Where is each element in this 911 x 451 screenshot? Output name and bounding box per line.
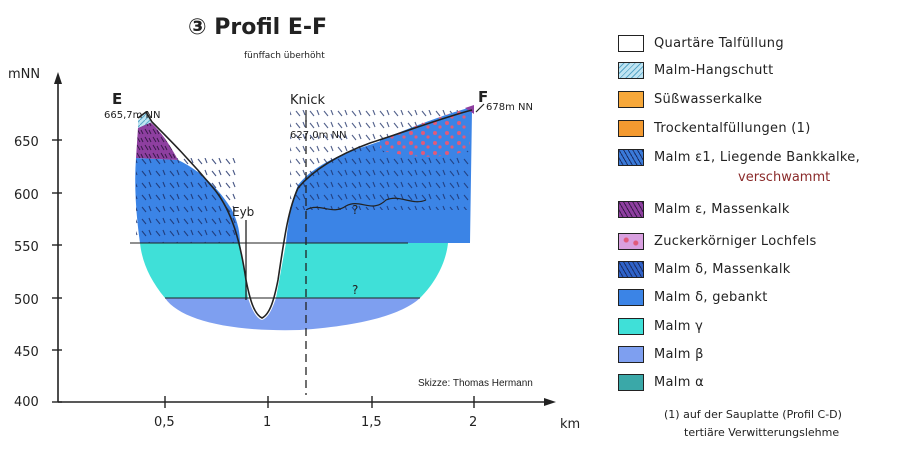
terrain-outline xyxy=(137,109,473,319)
label-elev-knick: 627,0m NN xyxy=(290,130,347,141)
label-question-lower: ? xyxy=(352,283,358,297)
y-axis-unit: mNN xyxy=(8,67,40,82)
y-axis-ticks xyxy=(52,139,62,403)
layer-malm-beta xyxy=(165,298,420,331)
legend-row: Malm γ xyxy=(618,315,703,337)
y-tick-550: 550 xyxy=(14,240,39,255)
legend-row: Quartäre Talfüllung xyxy=(618,32,784,54)
legend-row: Trockentalfüllungen (1) xyxy=(618,117,811,139)
x-axis-arrow xyxy=(544,398,556,406)
legend-sub-verschwammt: verschwammt xyxy=(738,170,831,185)
legend-label: Malm-Hangschutt xyxy=(654,62,774,78)
legend-swatch xyxy=(618,345,644,363)
x-axis-unit: km xyxy=(560,417,580,432)
x-axis-ticks xyxy=(164,396,475,408)
y-tick-450: 450 xyxy=(14,345,39,360)
legend-swatch xyxy=(618,232,644,250)
boundary-squiggle xyxy=(305,197,427,211)
footnote-line1: (1) auf der Sauplatte (Profil C-D) xyxy=(664,408,842,421)
label-credit: Skizze: Thomas Hermann xyxy=(418,378,533,389)
layer-hangschutt xyxy=(138,112,152,128)
layer-malm-gamma xyxy=(140,243,248,298)
legend-label: Trockentalfüllungen (1) xyxy=(654,120,811,136)
layer-f-top xyxy=(465,105,474,114)
legend-label: Quartäre Talfüllung xyxy=(654,35,784,51)
legend-row: Malm α xyxy=(618,371,704,393)
legend-row: Zuckerkörniger Lochfels xyxy=(618,230,817,252)
legend-swatch xyxy=(618,34,644,52)
legend-row: Malm δ, Massenkalk xyxy=(618,258,791,280)
legend-swatch xyxy=(618,90,644,108)
layer-malm-delta-left-dash xyxy=(136,158,236,243)
legend-label: Malm δ, Massenkalk xyxy=(654,261,791,277)
label-question-upper: ? xyxy=(352,203,358,217)
y-tick-500: 500 xyxy=(14,293,39,308)
legend-swatch xyxy=(618,61,644,79)
legend-row: Malm β xyxy=(618,343,704,365)
label-knick: Knick xyxy=(290,93,326,108)
y-tick-400: 400 xyxy=(14,395,39,410)
label-elev-f: 678m NN xyxy=(486,102,533,113)
footnote-line2: tertiäre Verwitterungslehme xyxy=(684,426,840,439)
x-tick-1: 1 xyxy=(263,415,271,430)
legend-label: Malm δ, gebankt xyxy=(654,289,768,305)
legend-row: Malm-Hangschutt xyxy=(618,59,773,81)
label-point-e: E xyxy=(112,90,122,108)
legend-row: Süßwasserkalke xyxy=(618,88,762,110)
layer-malm-gamma-right xyxy=(276,243,448,298)
legend: Quartäre Talfüllung Malm-Hangschutt Süßw… xyxy=(618,30,908,450)
legend-label: Malm α xyxy=(654,374,704,390)
legend-label: Malm ε, Massenkalk xyxy=(654,201,790,217)
label-elev-e: 665,7m NN xyxy=(104,110,161,121)
legend-swatch xyxy=(618,317,644,335)
legend-swatch xyxy=(618,288,644,306)
label-eyb: Eyb xyxy=(232,205,254,219)
x-tick-1-5: 1,5 xyxy=(361,415,382,430)
legend-label: Süßwasserkalke xyxy=(654,91,763,107)
diagram-subtitle: fünffach überhöht xyxy=(244,51,325,61)
legend-swatch xyxy=(618,260,644,278)
y-axis-arrow xyxy=(54,72,62,84)
legend-swatch xyxy=(618,200,644,218)
label-point-f: F xyxy=(478,88,488,106)
legend-label: Malm γ xyxy=(654,318,704,334)
legend-label: Malm β xyxy=(654,346,704,362)
legend-swatch xyxy=(618,373,644,391)
legend-swatch xyxy=(618,148,644,166)
y-tick-650: 650 xyxy=(14,135,39,150)
legend-row: Malm ε, Massenkalk xyxy=(618,198,790,220)
legend-label: Zuckerkörniger Lochfels xyxy=(654,233,817,249)
x-tick-2: 2 xyxy=(469,415,477,430)
f-pointer xyxy=(475,103,485,113)
legend-row: Malm ε1, Liegende Bankkalke, xyxy=(618,146,860,168)
layer-lochfels xyxy=(380,108,470,157)
legend-label: Malm ε1, Liegende Bankkalke, xyxy=(654,149,861,165)
x-tick-0-5: 0,5 xyxy=(154,415,175,430)
legend-row: Malm δ, gebankt xyxy=(618,286,768,308)
y-tick-600: 600 xyxy=(14,188,39,203)
layer-malm-epsilon xyxy=(136,122,178,160)
legend-swatch xyxy=(618,119,644,137)
diagram-title: ③ Profil E-F xyxy=(188,15,327,40)
